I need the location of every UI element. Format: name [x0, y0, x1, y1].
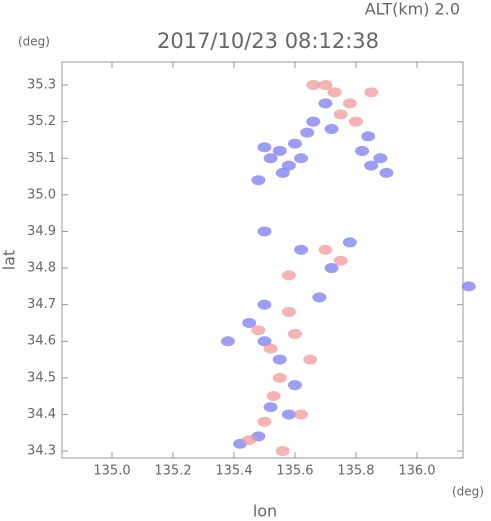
- echo-cell: [324, 123, 339, 134]
- echo-cell: [324, 263, 339, 274]
- echo-cell: [220, 336, 235, 347]
- echo-cell: [306, 116, 321, 127]
- x-tick-label: 135.4: [215, 464, 252, 479]
- y-tick-label: 35.2: [27, 114, 56, 129]
- echo-cell: [306, 80, 321, 91]
- x-tick-label: 135.6: [276, 464, 313, 479]
- echo-cell: [318, 98, 333, 109]
- y-tick-label: 34.9: [27, 224, 56, 239]
- echo-cell: [294, 153, 309, 164]
- echo-cell: [294, 409, 309, 420]
- altitude-label: ALT(km) 2.0: [365, 0, 460, 19]
- y-tick-label: 34.8: [27, 261, 56, 276]
- y-tick-label: 34.5: [27, 370, 56, 385]
- echo-cell: [342, 98, 357, 109]
- echo-cell: [257, 299, 272, 310]
- echo-cell: [364, 87, 379, 98]
- echo-cell: [263, 343, 278, 354]
- x-axis-label: lon: [253, 502, 277, 521]
- y-tick-label: 35.3: [27, 78, 56, 93]
- y-axis-label: lat: [0, 250, 19, 271]
- y-tick-label: 34.4: [27, 407, 56, 422]
- echo-cell: [361, 131, 376, 142]
- echo-cell: [333, 109, 348, 120]
- y-tick-label: 34.7: [27, 297, 56, 312]
- plot-frame: [61, 61, 464, 459]
- x-tick-label: 135.0: [93, 464, 130, 479]
- echo-cell: [379, 167, 394, 178]
- echo-cell: [251, 175, 266, 186]
- y-tick-label: 34.6: [27, 334, 56, 349]
- echo-cell: [272, 145, 287, 156]
- echo-cell: [300, 127, 315, 138]
- echo-cell: [275, 446, 290, 457]
- echo-cell: [281, 270, 296, 281]
- echo-cell: [303, 354, 318, 365]
- echo-cell: [281, 409, 296, 420]
- echo-cell: [263, 153, 278, 164]
- y-tick-label: 34.3: [27, 444, 56, 459]
- echo-cell: [242, 317, 257, 328]
- echo-cell: [251, 325, 266, 336]
- echo-cell: [348, 116, 363, 127]
- echo-cell: [257, 226, 272, 237]
- y-unit: (deg): [18, 35, 50, 49]
- echo-cell: [272, 372, 287, 383]
- echo-cell: [257, 142, 272, 153]
- echo-cell: [318, 244, 333, 255]
- echo-cell: [342, 237, 357, 248]
- x-tick-label: 136.0: [398, 464, 435, 479]
- echo-cell: [281, 160, 296, 171]
- echo-cell: [318, 80, 333, 91]
- echo-cell: [287, 328, 302, 339]
- x-tick-label: 135.2: [154, 464, 191, 479]
- echo-cell: [364, 160, 379, 171]
- x-unit: (deg): [452, 485, 484, 499]
- y-tick-label: 35.1: [27, 151, 56, 166]
- echo-cell: [287, 138, 302, 149]
- echo-cell: [266, 391, 281, 402]
- echo-cell: [263, 402, 278, 413]
- echo-cell: [242, 435, 257, 446]
- chart-title: 2017/10/23 08:12:38: [157, 29, 379, 53]
- echo-cell: [333, 255, 348, 266]
- echo-cell: [281, 306, 296, 317]
- echo-cell: [257, 416, 272, 427]
- echo-cell: [312, 292, 327, 303]
- echo-cell: [272, 354, 287, 365]
- echo-cell: [327, 87, 342, 98]
- y-tick-label: 35.0: [27, 187, 56, 202]
- echo-cell: [275, 167, 290, 178]
- echo-cell: [257, 336, 272, 347]
- x-tick-label: 135.8: [337, 464, 374, 479]
- echo-cell: [294, 244, 309, 255]
- echo-cell: [287, 380, 302, 391]
- echo-cell: [373, 153, 388, 164]
- echo-cell: [461, 281, 476, 292]
- echo-cell: [355, 145, 370, 156]
